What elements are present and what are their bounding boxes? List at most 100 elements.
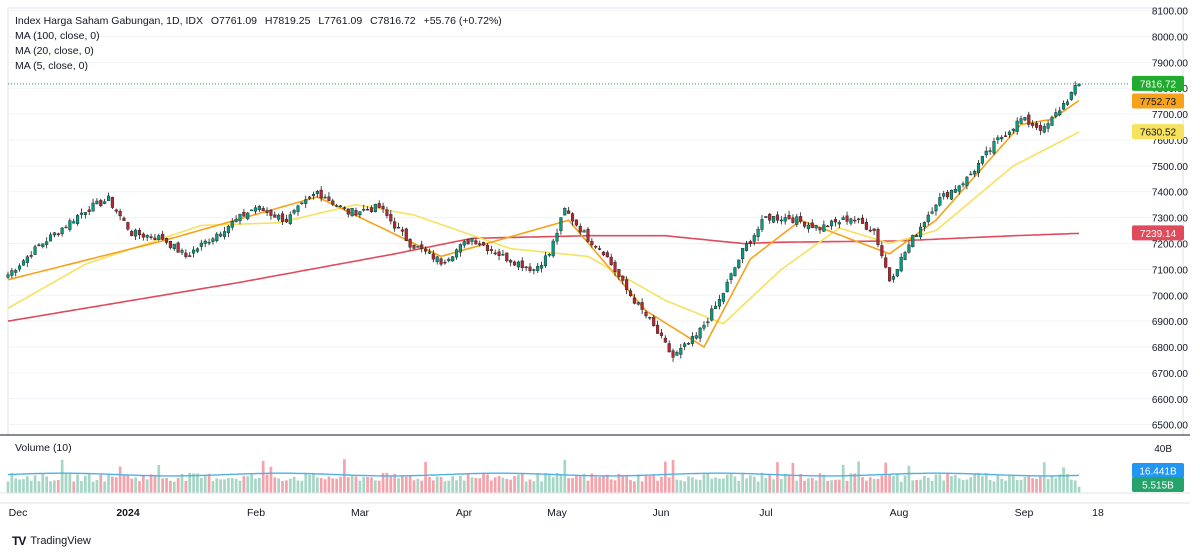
candle-body [980,156,984,164]
volume-bar [99,474,103,493]
volume-ma-badge-text: 16.441B [1139,467,1177,478]
volume-bar [826,480,830,493]
candle-body [203,240,207,244]
y-tick-label: 7900.00 [1152,58,1189,69]
candle-body [628,290,633,297]
volume-bar [1077,486,1081,493]
volume-ma-badge-bg [1132,463,1184,478]
candle-body [567,210,571,214]
volume-bar [72,481,76,493]
volume-bar [1050,475,1054,493]
candle-body [478,243,482,245]
ma5-legend[interactable]: MA (5, close, 0) [15,60,88,72]
candle-body [826,225,830,228]
volume-bar [1035,478,1038,493]
candle-body [10,270,14,276]
volume-bar [536,472,540,493]
candle-body [864,221,868,230]
ma20-legend[interactable]: MA (20, close, 0) [15,45,94,57]
volume-bar [68,473,72,493]
candle-body [849,218,853,224]
volume-bar [706,473,710,493]
volume-bar [791,462,795,493]
candle-body [965,176,969,186]
candle-body [683,343,687,347]
volume-bar [981,476,984,493]
volume-bar [335,478,339,493]
candle-body [667,343,671,353]
x-tick-label: Jul [759,507,772,519]
candle-body [1019,118,1023,124]
candle-body [625,279,629,291]
volume-bar [923,475,926,493]
volume-bar [953,474,957,493]
volume-legend[interactable]: Volume (10) [15,442,72,454]
volume-bar [315,477,319,493]
candles-layer [6,81,1081,362]
volume-bar [830,480,833,493]
candle-body [640,302,644,310]
volume-bar [876,478,880,493]
candle-body [764,216,768,218]
candle-body [188,255,192,257]
volume-bar [841,464,845,493]
candle-body [988,150,992,152]
volume-bar [1058,474,1062,493]
candle-body [833,219,838,223]
candle-body [447,258,451,262]
volume-bar [474,477,478,493]
candle-body [609,256,613,265]
candle-body [362,208,366,211]
candle-body [775,214,780,221]
candle-body [68,220,72,230]
volume-bar [14,478,18,493]
candle-body [485,244,490,251]
candle-body [888,267,892,282]
candle-body [841,217,845,221]
tradingview-logo[interactable]: TV TradingView [12,534,91,548]
volume-bar [764,478,768,493]
candle-body [868,229,872,232]
volume-bar [443,481,447,493]
volume-bar [737,480,741,493]
volume-bar [107,473,110,493]
candle-body [296,205,300,212]
candle-body [79,212,84,215]
x-tick-label: Apr [456,507,473,519]
candle-body [598,248,602,250]
volume-bar [273,477,277,493]
volume-bar [772,479,775,493]
candle-body [242,211,246,217]
volume-bar [880,475,884,493]
candle-body [686,343,691,345]
volume-bar [694,479,698,493]
candle-body [304,199,308,204]
volume-bar [482,472,485,493]
volume-bar [803,480,806,493]
candle-body [1050,116,1054,126]
candle-body [18,265,22,270]
volume-bar [907,465,911,493]
candle-body [493,252,497,255]
candle-body [501,253,505,256]
candle-body [1073,85,1077,95]
ma20-line [7,131,1080,325]
candle-body [408,239,412,248]
volume-bar [219,479,223,493]
candle-body [1062,103,1066,110]
volume-bar [687,476,690,493]
volume-bar [288,478,292,493]
candle-body [860,217,865,224]
candle-body [396,227,401,229]
candle-body [389,214,393,222]
candle-body [845,215,849,222]
candle-body [915,235,919,238]
candle-body [973,170,977,175]
volume-bar [176,477,180,493]
volume-bar [1019,479,1023,493]
y-tick-label: 7500.00 [1152,162,1189,173]
candle-body [880,245,884,257]
volume-bar [660,476,663,493]
ma100-legend[interactable]: MA (100, close, 0) [15,30,100,42]
